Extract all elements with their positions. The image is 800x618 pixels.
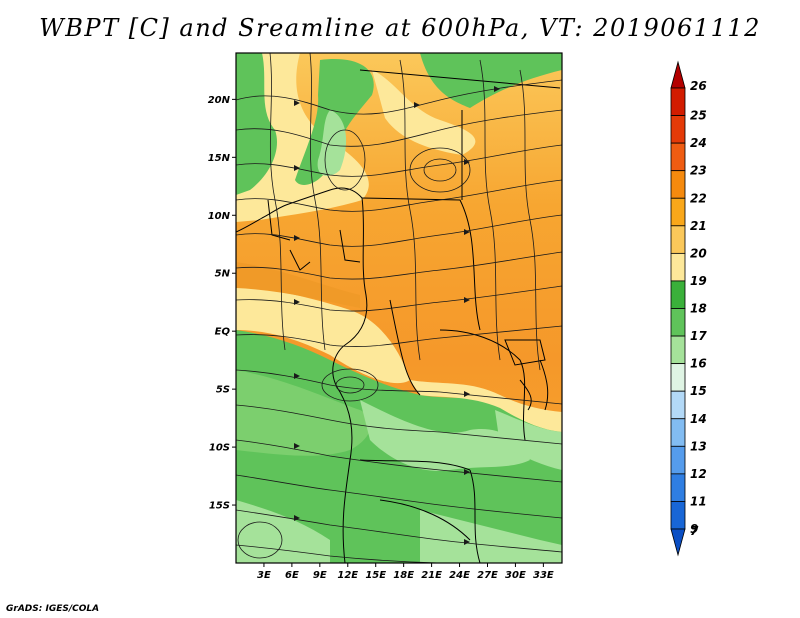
latitude-axis: 20N 15N 10N 5N EQ 5S 10S 15S: [208, 95, 236, 512]
colorbar-swatch: [670, 252, 686, 282]
colorbar-label: 21: [690, 219, 707, 233]
lon-tick-label: 21E: [421, 570, 442, 581]
colorbar-label: 19: [690, 274, 707, 288]
colorbar-swatch: [670, 142, 686, 172]
colorbar-label: 14: [690, 412, 707, 426]
colorbar-swatch: [670, 115, 686, 144]
colorbar-swatch: [670, 335, 686, 365]
colorbar-label: 12: [690, 467, 707, 481]
light-green-south: [360, 400, 530, 471]
colorbar-label: 13: [690, 439, 707, 453]
colorbar-label: 22: [690, 191, 707, 205]
colorbar-swatch: [670, 225, 686, 254]
colorbar-swatch: [670, 418, 686, 447]
colorbar-label: 11: [690, 494, 707, 508]
colorbar-label: 17: [690, 329, 707, 343]
green-patch-southwest: [236, 370, 371, 456]
colorbar-swatch: [670, 87, 686, 116]
lon-tick-label: 27E: [477, 570, 498, 581]
lon-tick-label: 3E: [257, 570, 271, 581]
lat-tick-label: 15S: [209, 501, 230, 512]
colorbar-label: 23: [690, 164, 707, 178]
colorbar-label: 24: [690, 136, 707, 150]
lat-tick-label: 10S: [209, 443, 230, 454]
colorbar-label: 7: [690, 524, 699, 538]
colorbar-swatch: [670, 501, 686, 530]
green-patch-northeast: [420, 53, 562, 108]
footer-credit: GrADS: IGES/COLA: [6, 604, 100, 614]
colorbar-swatch: [670, 170, 686, 199]
colorbar-label: 18: [690, 302, 707, 316]
longitude-axis: 3E 6E 9E 12E 15E 18E 21E 24E 27E 30E 33E: [257, 563, 554, 581]
lat-tick-label: 5S: [216, 385, 230, 396]
colorbar-bottom-arrow: [670, 528, 686, 557]
colorbar-swatch: [670, 390, 686, 420]
light-band-north: [236, 53, 369, 222]
colorbar-label: 26: [690, 79, 707, 93]
lon-tick-label: 24E: [449, 570, 470, 581]
lon-tick-label: 9E: [313, 570, 327, 581]
lon-tick-label: 12E: [337, 570, 358, 581]
colorbar-swatch: [670, 363, 686, 392]
orange-strip-5n: [236, 262, 360, 308]
colorbar-label: 9: [690, 522, 698, 536]
map-frame: [235, 52, 563, 564]
lon-tick-label: 33E: [533, 570, 554, 581]
green-patch-northwest: [236, 53, 278, 195]
lon-tick-label: 15E: [365, 570, 386, 581]
map-title: WBPT [C] and Sreamline at 600hPa, VT: 20…: [39, 14, 761, 42]
colorbar: 26 25 24 23 22 21 20 19 18 17 16 15 14 13 12 11 97: [670, 60, 707, 557]
lat-tick-label: EQ: [215, 327, 231, 338]
colorbar-swatch: [670, 445, 686, 475]
lon-tick-label: 18E: [393, 570, 414, 581]
colorbar-swatch: [670, 280, 686, 309]
light-patch-north: [372, 70, 476, 155]
colorbar-swatch: [670, 473, 686, 502]
light-green-east: [495, 410, 562, 470]
lat-tick-label: 20N: [208, 95, 231, 106]
colorbar-label: 20: [690, 246, 707, 260]
lat-tick-label: 5N: [215, 269, 231, 280]
colorbar-label: 25: [690, 109, 707, 123]
streamlines: [236, 53, 562, 563]
light-green-southeast: [420, 510, 562, 563]
lon-tick-label: 6E: [285, 570, 299, 581]
colorbar-label: 15: [690, 384, 707, 398]
wbpt-field: [236, 53, 562, 563]
lat-tick-label: 15N: [208, 153, 231, 164]
colorbar-label: 16: [690, 357, 707, 371]
lat-tick-label: 10N: [208, 211, 231, 222]
streamline-arrows: [294, 86, 500, 545]
colorbar-swatch: [670, 197, 686, 227]
country-borders: [236, 69, 561, 563]
colorbar-top-arrow: [670, 60, 686, 89]
colorbar-swatch: [670, 308, 686, 337]
lon-tick-label: 30E: [505, 570, 526, 581]
